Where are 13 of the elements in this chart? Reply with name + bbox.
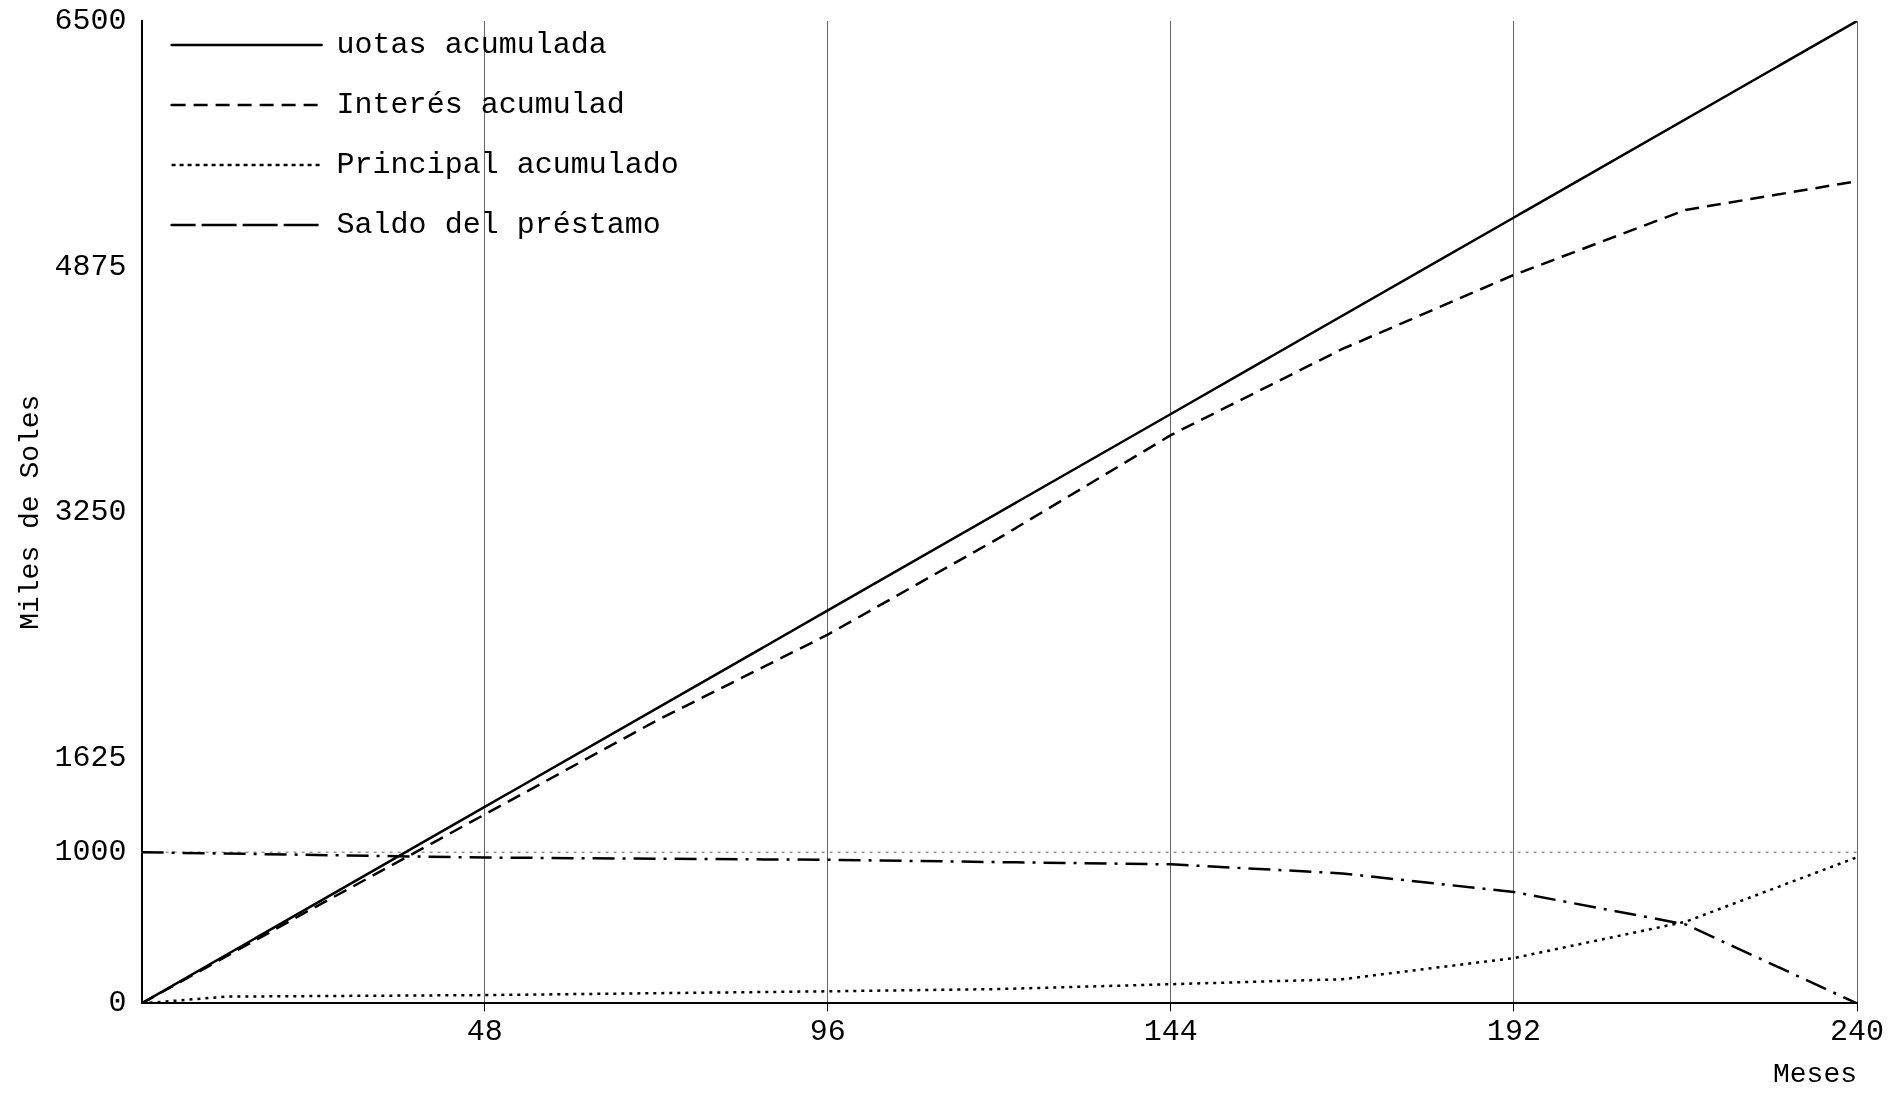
y-axis-title: Miles de Soles [15, 394, 47, 630]
y-tick-label: 3250 [54, 495, 127, 530]
x-axis-title: Meses [1772, 1058, 1857, 1090]
y-tick-label: 4875 [54, 249, 127, 284]
x-tick-label: 96 [809, 1015, 846, 1050]
x-tick-label: 240 [1829, 1015, 1885, 1050]
y-tick-label: 0 [108, 986, 127, 1021]
y-tick-label: 6500 [54, 3, 127, 38]
x-tick-label: 48 [466, 1015, 503, 1050]
x-tick-label: 144 [1143, 1015, 1198, 1050]
y-tick-label: 1625 [54, 740, 127, 775]
x-tick-label: 192 [1486, 1015, 1541, 1050]
y-tick-label: 1000 [54, 835, 127, 870]
